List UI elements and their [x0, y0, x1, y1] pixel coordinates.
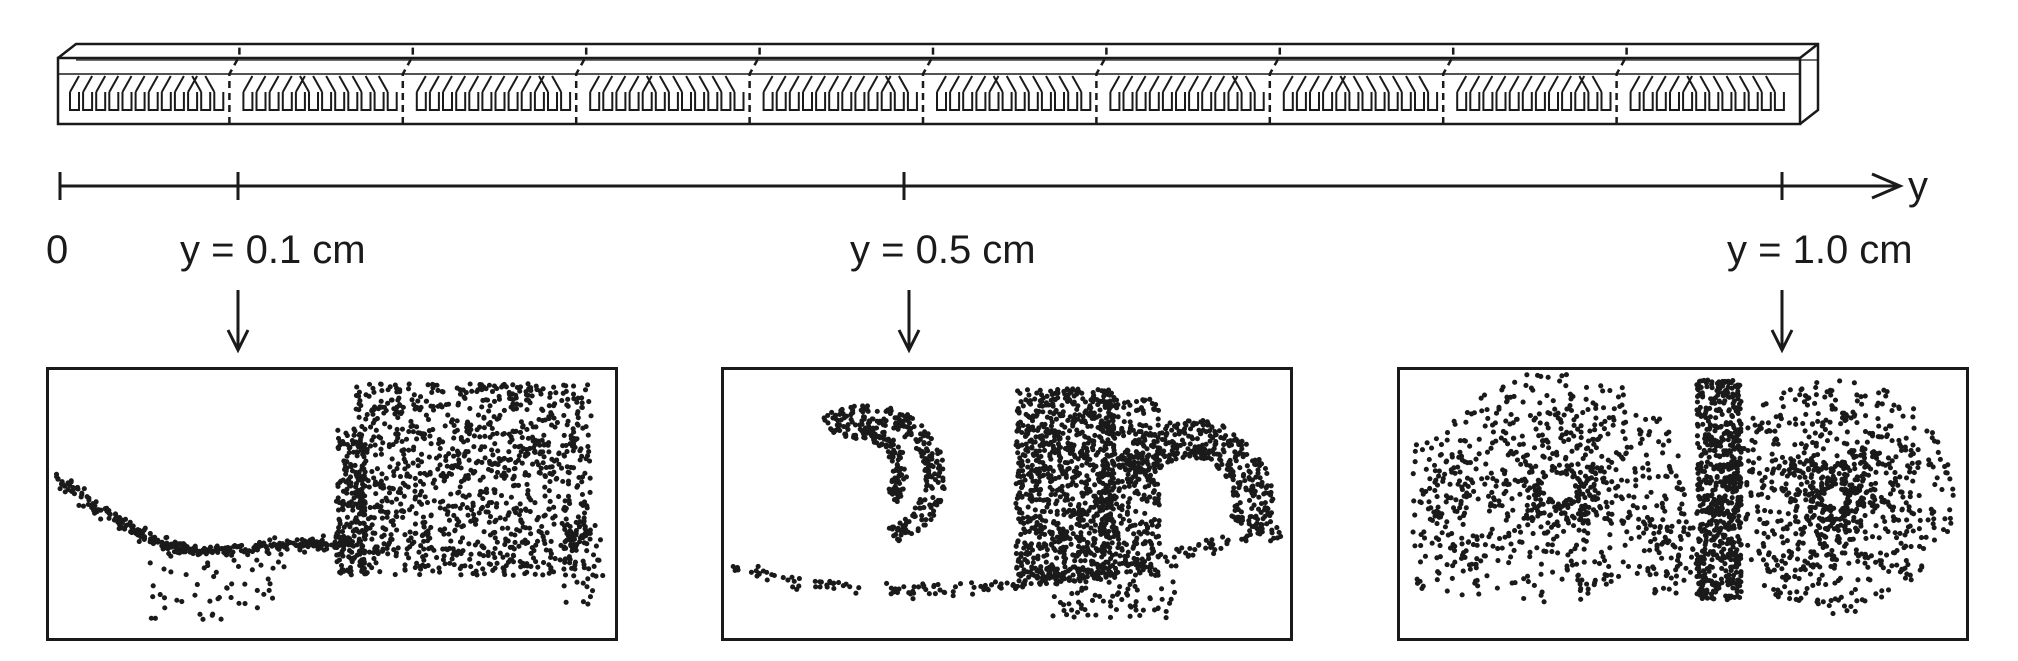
y-axis-arrowhead — [1871, 172, 1904, 200]
y-axis-label: y — [1908, 164, 1928, 208]
particle-scatter-1-0cm — [1410, 372, 1956, 617]
mixer-channel — [56, 42, 1820, 126]
cross-section-0-5cm — [721, 367, 1293, 641]
y-axis — [58, 172, 1904, 200]
section-pointers — [226, 290, 1794, 354]
section-label-0-5cm: y = 0.5 cm — [850, 228, 1036, 272]
particle-scatter-0-1cm — [53, 381, 606, 622]
origin-label: 0 — [46, 228, 69, 272]
section-label-1-0cm: y = 1.0 cm — [1727, 228, 1913, 272]
herringbone-grooves — [69, 75, 1785, 111]
cross-section-1-0cm — [1397, 367, 1969, 641]
particle-scatter-0-5cm — [730, 386, 1284, 621]
section-label-0-1cm: y = 0.1 cm — [180, 228, 366, 272]
cycle-divider-lines — [228, 44, 1628, 124]
cross-section-0-1cm — [46, 367, 618, 641]
